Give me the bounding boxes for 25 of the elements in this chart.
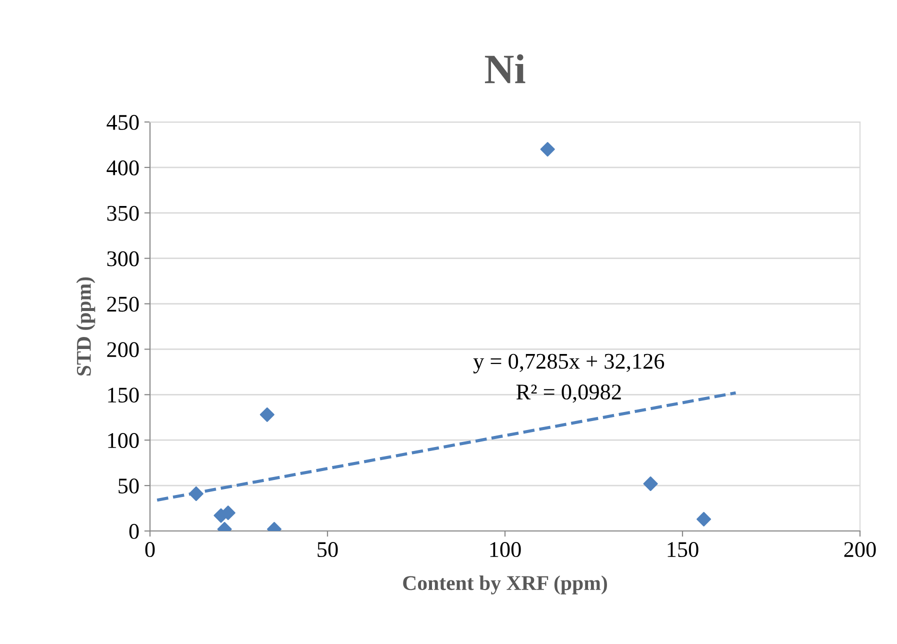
x-tick-label: 150 <box>668 542 698 558</box>
point <box>260 407 274 422</box>
y-tick-label: 250 <box>107 296 139 312</box>
chart-title: Ni <box>484 54 526 84</box>
y-axis-title: STD (ppm) <box>76 277 96 376</box>
annotation: R² = 0,0982 <box>516 384 621 403</box>
x-tick-label: 100 <box>490 542 521 558</box>
y-tick-label: 100 <box>108 433 139 448</box>
y-tick-label: 200 <box>107 342 139 358</box>
point <box>188 486 204 502</box>
y-tick-label: 0 <box>129 524 139 539</box>
y-tick-label: 350 <box>107 206 139 221</box>
point <box>540 142 555 157</box>
point <box>643 476 658 492</box>
y-tick-label: 300 <box>107 251 139 266</box>
y-tick-label: 50 <box>118 478 139 494</box>
x-axis-title: Content by XRF (ppm) <box>403 575 607 594</box>
x-tick-label: 0 <box>145 542 155 558</box>
point <box>696 512 712 526</box>
y-tick-label: 150 <box>108 388 139 403</box>
annotation: y = 0,7285x + 32,126 <box>473 354 664 374</box>
y-tick-label: 450 <box>106 114 139 130</box>
x-tick-label: 50 <box>318 542 338 558</box>
y-tick-label: 400 <box>106 160 139 176</box>
x-tick-label: 200 <box>844 542 876 558</box>
